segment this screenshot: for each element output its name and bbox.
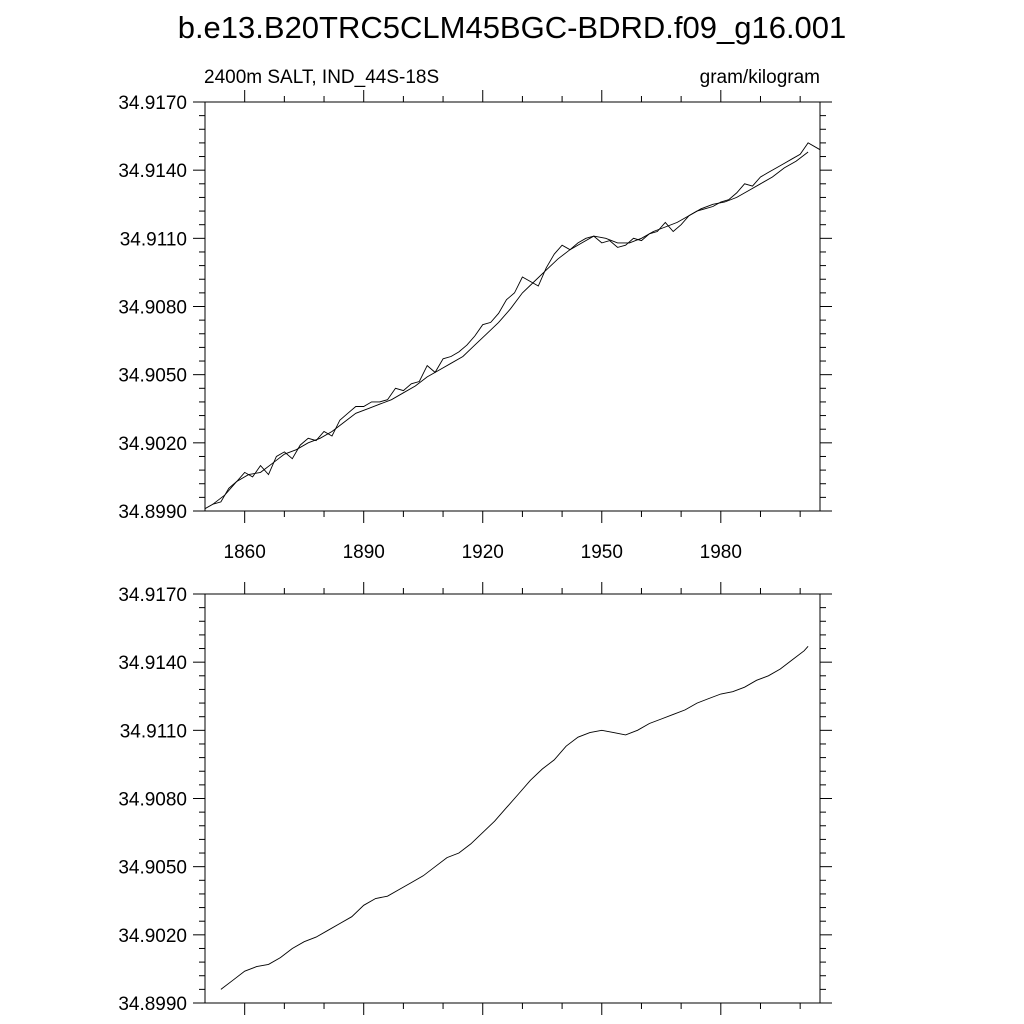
y-tick-label: 34.9020 [118, 434, 187, 455]
y-tick-label: 34.9080 [118, 790, 187, 811]
y-tick-label: 34.9020 [118, 926, 187, 947]
figure-title: b.e13.B20TRC5CLM45BGC-BDRD.f09_g16.001 [178, 10, 847, 45]
bottom-series [220, 646, 809, 990]
variable-subtitle: 2400m SALT, IND_44S-18S [204, 67, 439, 88]
y-tick-label: 34.9080 [118, 298, 187, 319]
y-tick-label: 34.9050 [118, 858, 187, 879]
x-tick-label: 1980 [700, 542, 742, 563]
x-tick-label: 1920 [462, 542, 504, 563]
series-line-smoothed [220, 646, 809, 990]
series-line-annual [204, 142, 821, 510]
y-tick-label: 34.9170 [118, 93, 187, 114]
y-tick-label: 34.8990 [118, 994, 187, 1015]
x-tick-label: 1860 [224, 542, 266, 563]
y-tick-label: 34.9140 [118, 161, 187, 182]
x-tick-label: 1950 [581, 542, 623, 563]
y-tick-label: 34.9110 [120, 229, 187, 250]
y-tick-label: 34.9050 [118, 366, 187, 387]
y-tick-label: 34.9170 [118, 585, 187, 606]
top-ticks: 34.8990 34.9020 34.9050 34.9080 34.9110 34.91… [118, 90, 832, 563]
top-series [204, 142, 821, 510]
units-subtitle: gram/kilogram [700, 67, 820, 88]
top-panel: 34.8990 34.9020 34.9050 34.9080 34.9110 34.91… [118, 90, 832, 563]
x-tick-label: 1890 [343, 542, 385, 563]
series-line-smoothed [212, 151, 809, 505]
bottom-plot-frame [204, 593, 821, 1004]
y-tick-label: 34.8990 [118, 502, 187, 523]
y-tick-label: 34.9110 [120, 721, 187, 742]
bottom-panel: 34.8990 34.9020 34.9050 34.9080 34.9110 34.91… [118, 582, 832, 1015]
bottom-ticks: 34.8990 34.9020 34.9050 34.9080 34.9110 34.91… [118, 582, 832, 1015]
y-tick-label: 34.9140 [118, 653, 187, 674]
